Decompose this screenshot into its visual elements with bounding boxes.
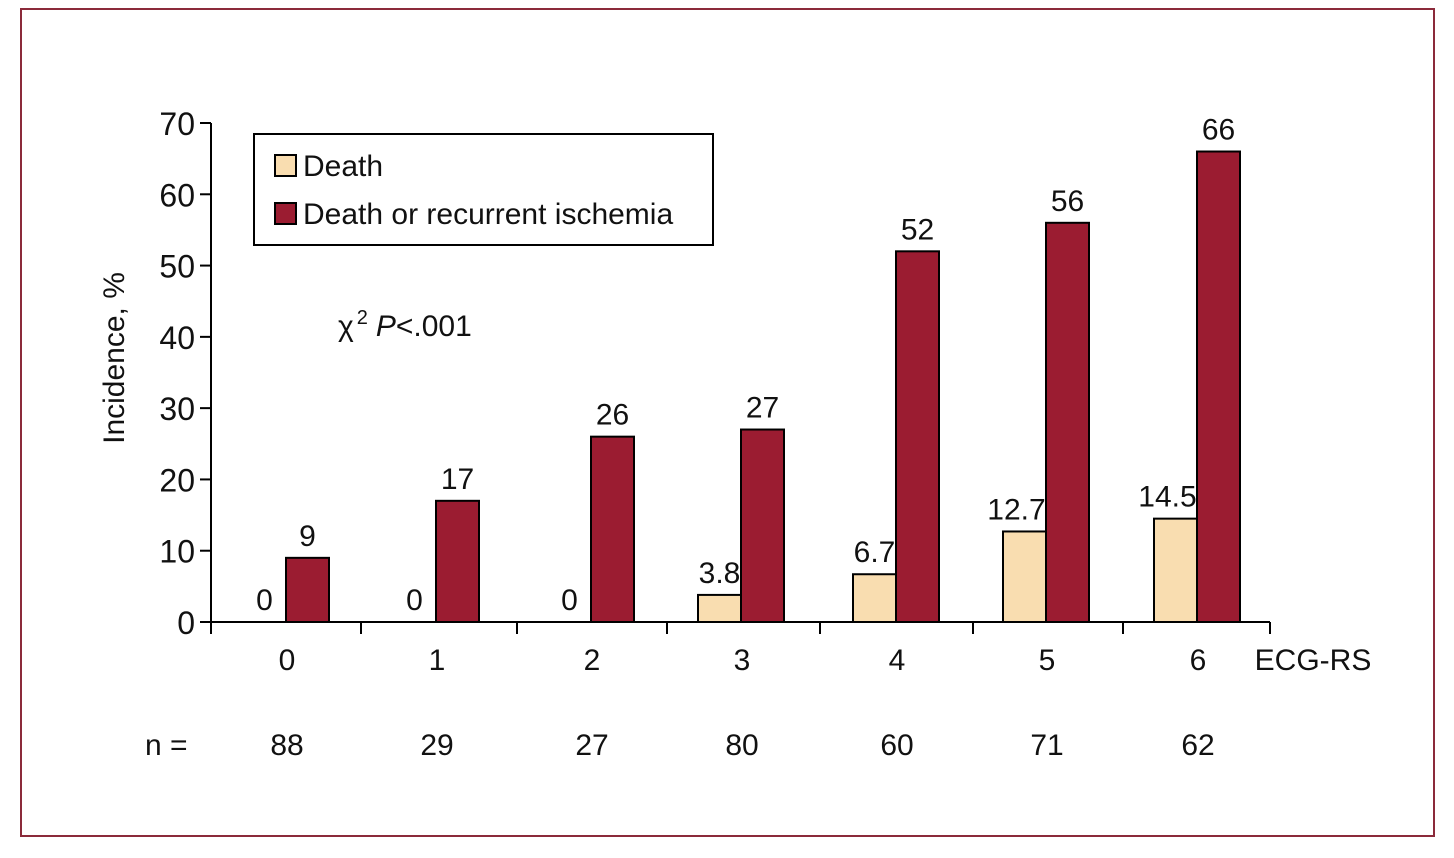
y-tick-label: 50 xyxy=(159,249,195,285)
n-value: 29 xyxy=(420,729,453,762)
annotation-part: χ xyxy=(338,310,354,343)
legend-swatch xyxy=(274,154,297,177)
data-label: 66 xyxy=(1202,114,1235,147)
bar-death-or-ischemia xyxy=(895,250,940,623)
x-tick-label: 5 xyxy=(1039,644,1056,677)
data-label: 14.5 xyxy=(1138,481,1196,514)
data-label: 12.7 xyxy=(987,493,1045,526)
data-label: 52 xyxy=(901,213,934,246)
bar-death xyxy=(852,573,897,624)
legend-label: Death or recurrent ischemia xyxy=(303,198,673,231)
y-tick-label: 60 xyxy=(159,177,195,213)
x-tick-label: 6 xyxy=(1190,644,1207,677)
x-tick-label: 0 xyxy=(279,644,296,677)
data-label: 17 xyxy=(441,463,474,496)
bar-death xyxy=(1153,517,1198,624)
n-value: 80 xyxy=(725,729,758,762)
y-tick-label: 70 xyxy=(159,106,195,142)
bar-death-or-ischemia xyxy=(285,556,330,623)
x-tick-label: 1 xyxy=(429,644,446,677)
data-label: 0 xyxy=(561,584,578,617)
n-value: 71 xyxy=(1030,729,1063,762)
annotation-part: P xyxy=(376,310,396,343)
bar-death-or-ischemia xyxy=(435,499,480,624)
annotation-part: 2 xyxy=(357,307,368,329)
y-axis-label: Incidence, % xyxy=(98,272,131,444)
n-value: 88 xyxy=(270,729,303,762)
data-label: 27 xyxy=(746,392,779,425)
annotation-part: <.001 xyxy=(396,310,472,343)
n-label: n = xyxy=(145,729,188,762)
legend-label: Death xyxy=(303,150,383,183)
bar-death-or-ischemia xyxy=(740,428,785,623)
figure-frame xyxy=(20,8,1435,837)
x-tick-label: 4 xyxy=(889,644,906,677)
data-label: 6.7 xyxy=(854,536,896,569)
x-tick-label: 2 xyxy=(584,644,601,677)
y-tick-label: 30 xyxy=(159,391,195,427)
x-tick-label: 3 xyxy=(734,644,751,677)
p-value-annotation: χ 2 P<.001 xyxy=(338,307,472,343)
bar-death-or-ischemia xyxy=(1196,150,1241,623)
data-label: 0 xyxy=(406,584,423,617)
n-value: 27 xyxy=(575,729,608,762)
bar-death xyxy=(1002,530,1047,624)
bar-death xyxy=(697,593,742,624)
legend-swatch xyxy=(274,202,297,225)
legend-box xyxy=(253,133,714,246)
y-tick-label: 10 xyxy=(159,534,195,570)
bar-death-or-ischemia xyxy=(590,435,635,623)
data-label: 0 xyxy=(256,584,273,617)
y-tick-label: 20 xyxy=(159,462,195,498)
n-value: 60 xyxy=(880,729,913,762)
x-axis-label: ECG-RS xyxy=(1255,644,1372,677)
y-tick-label: 40 xyxy=(159,320,195,356)
y-tick-label: 0 xyxy=(177,605,195,641)
data-label: 9 xyxy=(299,520,316,553)
data-label: 26 xyxy=(596,399,629,432)
bar-death-or-ischemia xyxy=(1045,221,1090,624)
n-value: 62 xyxy=(1181,729,1214,762)
data-label: 56 xyxy=(1051,185,1084,218)
data-label: 3.8 xyxy=(699,557,741,590)
